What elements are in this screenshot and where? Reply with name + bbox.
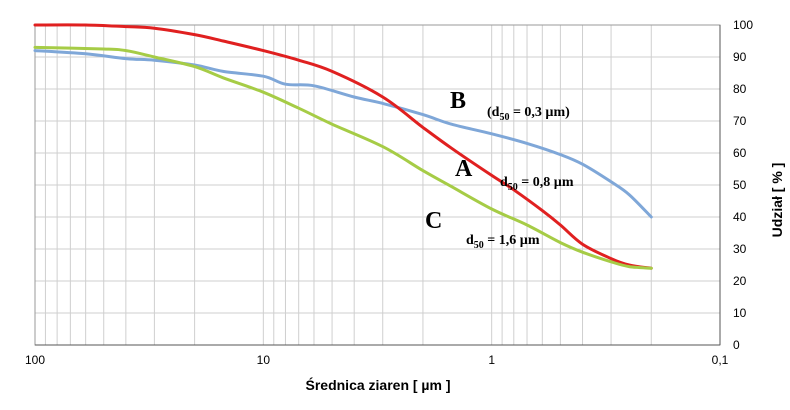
y-tick-label: 50 (733, 178, 747, 192)
series-line-b (33, 49, 653, 219)
y-tick-label: 0 (733, 338, 740, 352)
series-line-c (33, 45, 653, 270)
annotation-a-detail: d50 = 0,8 µm (500, 175, 574, 193)
y-tick-label: 90 (733, 50, 747, 64)
y-tick-label: 80 (733, 82, 747, 96)
annotation-b-detail: (d50 = 0,3 µm) (487, 105, 570, 123)
y-tick-label: 40 (733, 210, 747, 224)
series-layer (33, 23, 653, 270)
x-axis-title: Średnica ziaren [ µm ] (306, 376, 451, 393)
annotation-c-label: C (425, 208, 442, 234)
y-axis-title: Udział [ % ] (769, 163, 785, 238)
y-tick-label: 30 (733, 242, 747, 256)
y-tick-label: 60 (733, 146, 747, 160)
series-line-a (33, 23, 653, 270)
x-tick-label: 10 (257, 353, 271, 367)
annotation-a: A d50 = 0,8 µm (455, 156, 574, 193)
annotation-a-label: A (455, 156, 473, 182)
y-tick-label: 70 (733, 114, 747, 128)
tick-labels: 0 10 20 30 40 50 60 70 80 90 100 100 10 1 0,1 (25, 18, 753, 367)
x-tick-label: 1 (488, 353, 495, 367)
x-tick-label: 0,1 (712, 353, 729, 367)
x-tick-label: 100 (25, 353, 45, 367)
annotation-c-detail: d50 = 1,6 µm (466, 233, 540, 251)
y-tick-label: 10 (733, 306, 747, 320)
y-tick-label: 100 (733, 18, 753, 32)
grid (34, 24, 721, 346)
annotation-c: C d50 = 1,6 µm (425, 208, 540, 251)
y-tick-label: 20 (733, 274, 747, 288)
annotation-b-label: B (450, 88, 466, 114)
annotation-b: B (d50 = 0,3 µm) (450, 88, 570, 123)
